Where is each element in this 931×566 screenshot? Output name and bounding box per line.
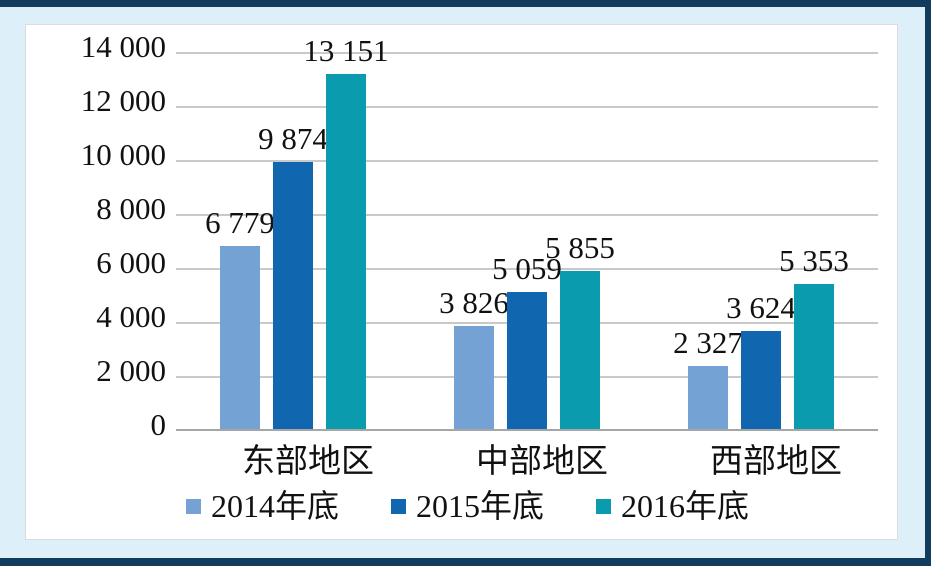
y-tick-label: 6 000 — [96, 245, 166, 280]
bar-value-label: 5 059 — [492, 251, 562, 287]
y-tick-label: 12 000 — [80, 83, 166, 118]
y-tick-label: 0 — [150, 407, 167, 442]
bar-value-label: 9 874 — [258, 121, 328, 157]
x-category-label: 西部地区 — [710, 444, 842, 480]
bar-value-label: 6 779 — [205, 204, 275, 240]
legend-item: 2014年底 — [186, 488, 339, 524]
bar-value-label: 3 826 — [439, 284, 509, 320]
bar-2015年底-东部地区 — [273, 162, 313, 429]
plot-area: 6 779 9 874 13 151 3 826 5 059 5 855 2 327 3 62… — [176, 33, 878, 431]
gridline — [176, 52, 878, 54]
legend-swatch — [596, 498, 612, 514]
bar-value-label: 5 855 — [545, 229, 615, 265]
legend-item: 2015年底 — [391, 488, 544, 524]
legend-item: 2016年底 — [596, 488, 749, 524]
bar-value-label: 2 327 — [673, 325, 743, 361]
legend-label: 2015年底 — [416, 488, 545, 524]
x-category-label: 东部地区 — [242, 444, 374, 480]
y-tick-label: 14 000 — [80, 29, 166, 64]
bar-2014年底-西部地区 — [688, 366, 728, 429]
y-tick-label: 2 000 — [96, 353, 166, 388]
y-tick-label: 4 000 — [96, 299, 166, 334]
legend-swatch — [186, 498, 201, 514]
legend: 2014年底 2015年底 2016年底 — [186, 488, 749, 524]
bar-2014年底-东部地区 — [220, 245, 260, 429]
legend-label: 2016年底 — [621, 488, 750, 524]
chart-panel: 6 779 9 874 13 151 3 826 5 059 5 855 2 327 3 62… — [25, 24, 898, 540]
y-tick-label: 10 000 — [80, 137, 166, 172]
bar-2016年底-中部地区 — [560, 270, 600, 429]
legend-swatch — [391, 498, 407, 514]
bar-value-label: 13 151 — [303, 32, 389, 68]
bar-value-label: 5 353 — [779, 243, 849, 279]
legend-label: 2014年底 — [211, 488, 340, 524]
bar-2016年底-西部地区 — [794, 284, 834, 429]
gridline — [176, 106, 878, 108]
y-tick-label: 8 000 — [96, 191, 166, 226]
gridline — [176, 268, 878, 270]
x-category-label: 中部地区 — [476, 444, 608, 480]
gridline — [176, 160, 878, 162]
gridline — [176, 214, 878, 216]
bar-2014年底-中部地区 — [454, 325, 494, 429]
bar-value-label: 3 624 — [726, 290, 796, 326]
bar-2015年底-中部地区 — [507, 292, 547, 429]
bar-2015年底-西部地区 — [741, 331, 781, 429]
bar-2016年底-东部地区 — [326, 73, 366, 429]
